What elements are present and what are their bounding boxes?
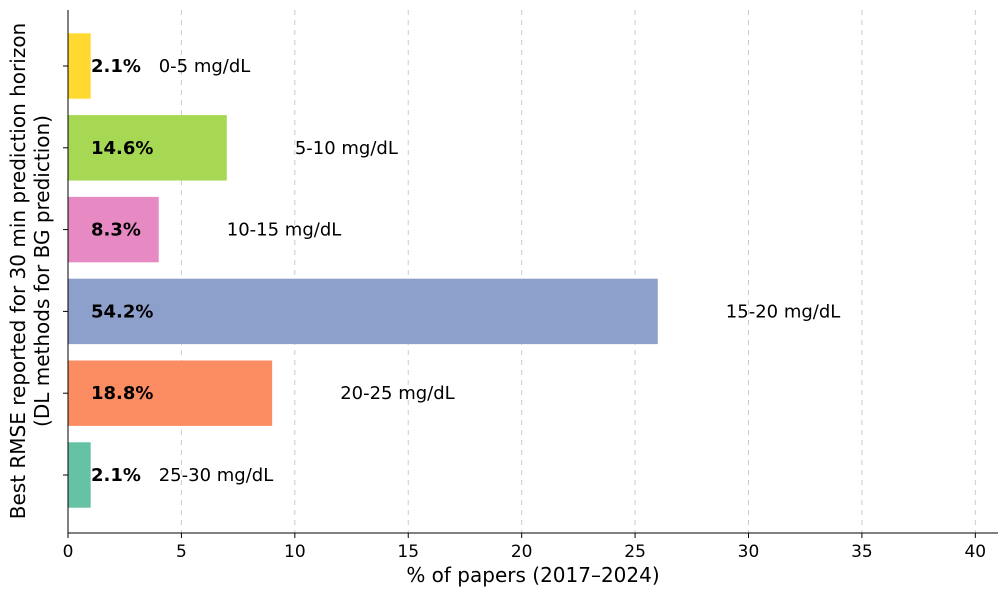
x-tick-label: 25 <box>624 542 646 562</box>
bar-percent-label: 8.3% <box>91 220 141 241</box>
bar <box>68 115 227 181</box>
bar-category-label: 0-5 mg/dL <box>159 56 251 77</box>
x-ticks: 0 5 10 15 20 25 30 35 40 <box>63 533 986 562</box>
bar <box>68 278 658 345</box>
bar-percent-label: 2.1% <box>91 465 141 486</box>
bar-labels: 2.1% 25-30 mg/dL 18.8% 20-25 mg/dL 54.2% 15-2… <box>91 56 840 486</box>
x-tick-label: 35 <box>851 542 873 562</box>
bar <box>68 196 159 263</box>
y-ticks <box>63 65 68 476</box>
bar-category-label: 20-25 mg/dL <box>340 383 455 404</box>
bar-percent-label: 54.2% <box>91 301 153 322</box>
bar-percent-label: 18.8% <box>91 383 153 404</box>
bar-category-label: 10-15 mg/dL <box>227 220 342 241</box>
bar-percent-label: 2.1% <box>91 56 141 77</box>
bar <box>68 442 91 508</box>
bar <box>68 360 273 426</box>
x-tick-label: 10 <box>284 542 306 562</box>
x-tick-label: 40 <box>964 542 986 562</box>
x-tick-label: 20 <box>511 542 533 562</box>
x-tick-label: 0 <box>63 542 74 562</box>
x-tick-label: 5 <box>176 542 187 562</box>
bar-category-label: 15-20 mg/dL <box>726 301 841 322</box>
x-tick-label: 15 <box>397 542 419 562</box>
x-tick-label: 30 <box>738 542 760 562</box>
bar-percent-label: 14.6% <box>91 138 153 159</box>
bar-category-label: 25-30 mg/dL <box>159 465 274 486</box>
x-axis-label: % of papers (2017–2024) <box>406 563 659 587</box>
bars <box>68 33 658 508</box>
bar-category-label: 5-10 mg/dL <box>295 138 398 159</box>
y-axis-label-line1: Best RMSE reported for 30 min prediction… <box>6 23 30 519</box>
x-gridlines <box>180 10 976 533</box>
axes <box>67 10 998 534</box>
y-axis-label-line2: (DL methods for BG prediction) <box>30 115 54 427</box>
bar <box>68 33 91 99</box>
